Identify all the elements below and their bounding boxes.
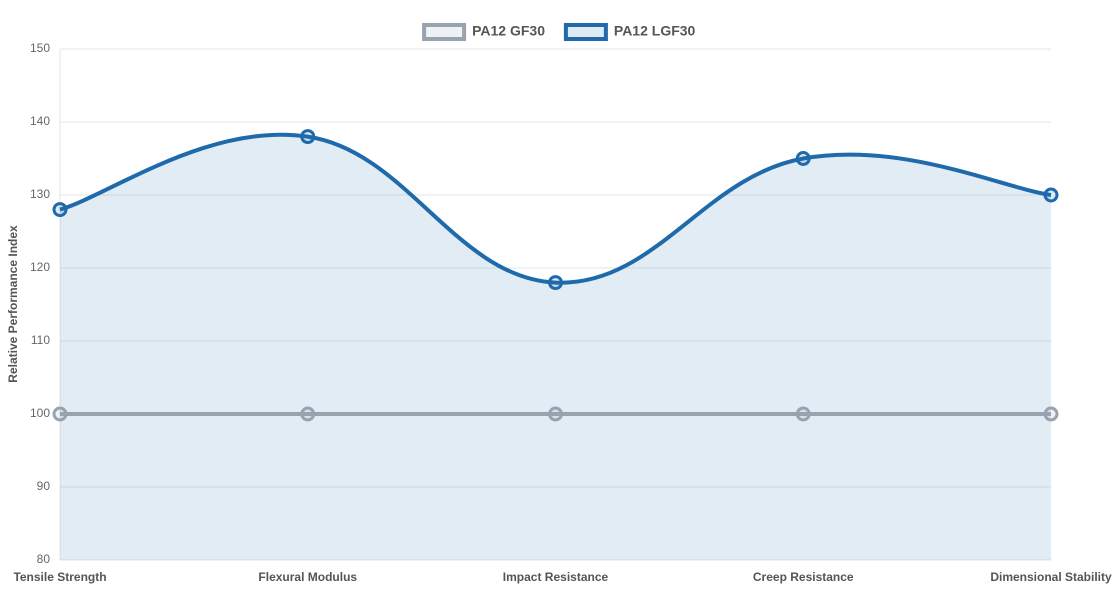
y-tick-label: 130 — [30, 187, 50, 201]
point — [548, 406, 563, 422]
point — [1043, 187, 1059, 203]
y-tick-label: 140 — [30, 114, 50, 128]
x-tick-label: Dimensional Stability — [990, 570, 1112, 584]
y-axis-label: Relative Performance Index — [6, 225, 20, 383]
y-tick-label: 80 — [37, 552, 51, 566]
legend-label: PA12 LGF30 — [614, 23, 696, 39]
area — [60, 134, 1051, 560]
y-tick-label: 150 — [30, 41, 50, 55]
lines — [52, 129, 1059, 422]
point — [795, 406, 811, 422]
areas — [60, 134, 1051, 560]
point — [1043, 406, 1059, 422]
x-tick-label: Impact Resistance — [503, 570, 609, 584]
y-tick-label: 120 — [30, 260, 50, 274]
legend-label: PA12 GF30 — [472, 23, 545, 39]
point — [795, 151, 811, 166]
point — [52, 406, 68, 422]
line — [59, 132, 1052, 285]
legend-swatch — [563, 23, 608, 41]
x-tick-label: Tensile Strength — [13, 570, 106, 584]
point — [548, 275, 563, 291]
y-tick-label: 90 — [37, 479, 51, 493]
y-tick-label: 100 — [30, 406, 50, 420]
point — [300, 129, 316, 145]
point — [52, 202, 68, 218]
x-tick-label: Flexural Modulus — [258, 570, 357, 584]
point — [300, 406, 316, 422]
x-tick-label: Creep Resistance — [753, 570, 854, 584]
legend-swatch — [422, 23, 467, 41]
y-tick-label: 110 — [31, 333, 50, 347]
